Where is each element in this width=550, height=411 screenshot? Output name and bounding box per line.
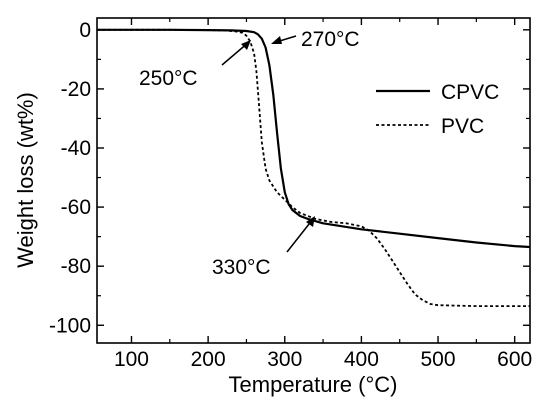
annotations: 270°C 250°C 330°C bbox=[139, 28, 360, 279]
x-tick-label-300: 300 bbox=[267, 348, 302, 371]
y-axis-title: Weight loss (wt%) bbox=[13, 92, 38, 268]
series-line-cpvc bbox=[97, 28, 531, 249]
legend: CPVC PVC bbox=[376, 81, 499, 138]
x-tick-label-400: 400 bbox=[344, 348, 379, 371]
x-tick-label-200: 200 bbox=[191, 348, 226, 371]
annotation-330-arrowhead bbox=[306, 216, 315, 227]
plot-frame bbox=[96, 17, 531, 344]
annotation-250-label: 250°C bbox=[139, 67, 198, 90]
legend-label-pvc: PVC bbox=[441, 115, 484, 138]
x-tick-label-500: 500 bbox=[421, 348, 456, 371]
annotation-330-label: 330°C bbox=[212, 256, 271, 279]
y-tick-label-0: 0 bbox=[79, 19, 91, 42]
y-tick-label--40: -40 bbox=[61, 137, 91, 160]
annotation-270-arrowhead bbox=[271, 36, 282, 44]
y-tick-label--100: -100 bbox=[49, 314, 91, 337]
legend-label-cpvc: CPVC bbox=[441, 81, 499, 104]
x-axis-title: Temperature (°C) bbox=[229, 372, 398, 397]
y-tick-label--20: -20 bbox=[61, 78, 91, 101]
series-line-pvc bbox=[97, 28, 530, 307]
annotation-250-arrowhead bbox=[241, 40, 251, 50]
plot-area bbox=[97, 28, 531, 307]
x-tick-label-100: 100 bbox=[114, 348, 149, 371]
annotation-270-label: 270°C bbox=[301, 28, 360, 51]
annotation-330-arrow bbox=[286, 218, 314, 253]
y-tick-label--80: -80 bbox=[61, 255, 91, 278]
axis-ticks: 100 200 300 400 500 600 0 -20 -40 -60 -80 -100 bbox=[49, 18, 532, 371]
y-tick-label--60: -60 bbox=[61, 196, 91, 219]
x-tick-label-600: 600 bbox=[497, 348, 532, 371]
